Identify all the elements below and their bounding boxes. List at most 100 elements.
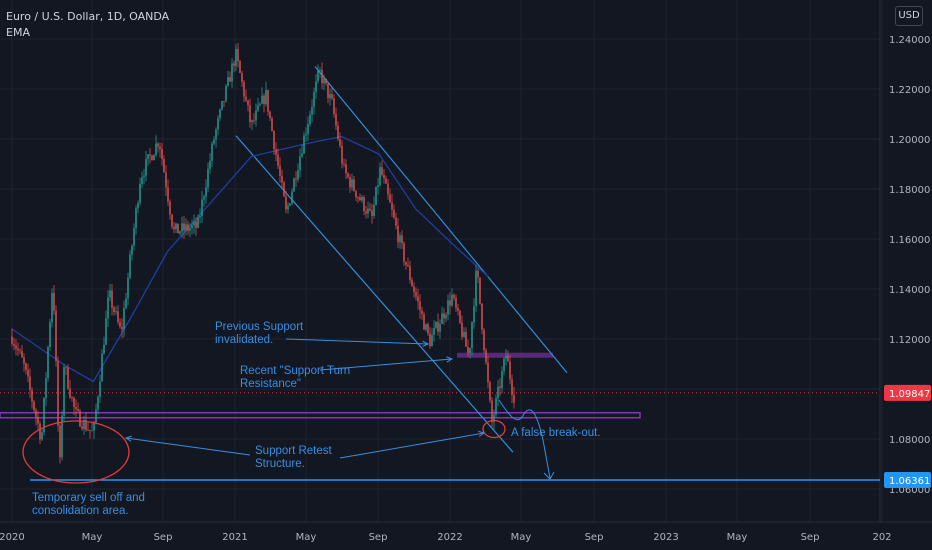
candle-down [511,374,513,404]
indicator-label[interactable]: EMA [6,26,30,39]
candle-body [23,357,25,364]
candle-down [245,89,247,103]
candle-down [263,93,265,113]
currency-button[interactable]: USD [895,6,923,26]
candle-body [387,183,389,195]
candle-body [175,223,177,230]
candle-up [155,135,157,157]
candle-body [249,105,251,123]
candle-body [145,158,147,176]
candle-body [413,286,415,293]
candle-up [309,110,311,127]
candle-up [259,102,261,107]
candle-up [231,58,233,89]
candle-body [213,139,215,144]
candle-up [367,201,369,218]
candle-up [503,357,505,376]
candle-down [285,190,287,214]
candle-up [41,428,43,441]
candle-down [273,130,275,155]
candle-up [153,154,155,161]
candle-body [219,109,221,119]
candle-down [13,337,15,351]
candle-body [443,313,445,319]
candle-body [471,322,473,348]
candle-down [339,132,341,149]
candle-up [447,294,449,321]
candle-down [483,327,485,354]
candle-body [67,367,69,389]
candle-body [127,277,129,299]
candle-down [39,421,41,445]
annotation-line: Resistance" [240,378,301,390]
candle-down [333,94,335,118]
candle-body [353,179,355,191]
candle-body [267,89,269,112]
candle-down [419,294,421,319]
candle-down [337,121,339,142]
candle-down [161,142,163,166]
candle-body [465,331,467,347]
candle-body [209,160,211,169]
candle-body [17,348,19,351]
candle-body [469,347,471,353]
candle-up [103,336,105,355]
candle-up [293,177,295,192]
candle-body [95,409,97,423]
false-breakout-circle [482,419,506,439]
candle-up [137,200,139,214]
candle-down [437,313,439,336]
chart-title: Euro / U.S. Dollar, 1D, OANDA [6,10,170,23]
candle-body [345,164,347,174]
candle-body [371,210,373,217]
candle-body [299,156,301,171]
candle-body [245,96,247,101]
candle-body [385,178,387,184]
candle-body [381,167,383,175]
arrow-head [543,471,555,480]
candle-body [157,143,159,147]
candle-up [49,318,51,351]
price-tick-label: 1.22000 [889,85,930,96]
candle-down [465,327,467,347]
price-tick-label: 1.12000 [889,335,930,346]
candle-body [261,95,263,104]
candle-body [503,358,505,372]
candle-body [291,191,293,204]
candle-body [491,400,493,423]
arrow-retest-left [124,435,251,456]
candle-up [205,179,207,204]
candle-down [69,379,71,400]
time-axis: 2020 May Sep 2021 May Sep 2022 May Sep 2023 May Sep… [0,532,892,543]
candle-body [31,390,33,402]
candle-down [477,268,479,284]
candle-down [171,213,173,230]
candle-up [307,116,309,142]
candle-body [115,311,117,313]
candle-up [93,420,95,439]
candle-body [265,89,267,105]
candle-up [125,292,127,310]
candle-body [131,245,133,255]
candle-body [147,154,149,159]
arrow-support-turn-resistance [319,356,454,371]
candle-up [317,64,319,84]
candle-down [187,220,189,236]
candle-down [365,205,367,219]
candle-body [193,221,195,226]
candle-down [253,113,255,125]
badge-label: 1.06361 [889,476,930,487]
candle-up [441,306,443,325]
candle-down [23,353,25,372]
level-price-badge: 1.06361 [884,471,931,488]
candle-down [177,223,179,234]
candle-up [469,347,471,359]
candle-up [97,394,99,415]
candle-down [357,196,359,203]
candle-up [351,173,353,191]
candle-down [77,402,79,414]
candle-up [261,87,263,105]
candle-up [197,214,199,229]
candle-body [333,98,335,115]
